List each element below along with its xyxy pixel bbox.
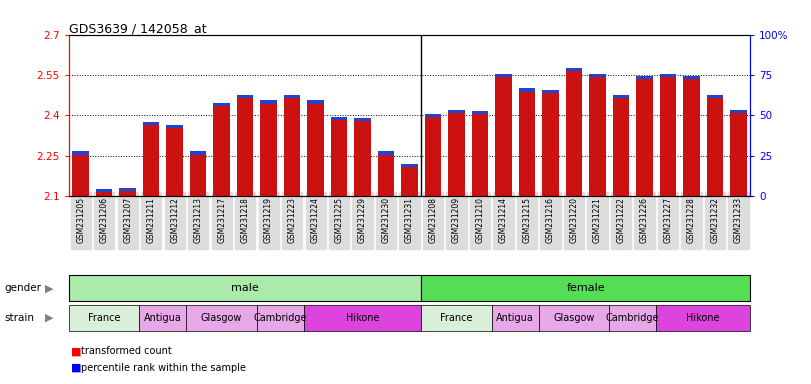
Text: Antigua: Antigua: [144, 313, 182, 323]
Bar: [190, 152, 206, 196]
Bar: [730, 110, 747, 196]
Bar: [683, 76, 700, 196]
Bar: [307, 101, 324, 104]
Bar: [730, 110, 747, 113]
Bar: [637, 76, 653, 79]
Bar: [260, 101, 277, 104]
Bar: [472, 111, 488, 196]
Bar: [119, 188, 136, 191]
Bar: [119, 188, 136, 196]
Bar: [237, 95, 253, 196]
Text: Hikone: Hikone: [686, 313, 720, 323]
Bar: [519, 88, 535, 196]
Bar: [378, 152, 394, 155]
Bar: [354, 118, 371, 121]
Bar: [96, 189, 113, 196]
Bar: [683, 76, 700, 79]
Bar: [72, 152, 89, 155]
Text: ■: ■: [71, 363, 82, 373]
Bar: [190, 152, 206, 155]
Bar: [237, 95, 253, 98]
Text: France: France: [88, 313, 120, 323]
Bar: [331, 117, 347, 196]
Bar: [590, 74, 606, 196]
Bar: [425, 114, 441, 196]
Bar: [448, 110, 465, 196]
Bar: [659, 74, 676, 196]
Bar: [401, 164, 418, 196]
Bar: [378, 152, 394, 196]
Text: strain: strain: [4, 313, 34, 323]
Text: Glasgow: Glasgow: [201, 313, 242, 323]
Text: transformed count: transformed count: [81, 346, 172, 356]
Bar: [401, 164, 418, 167]
Text: ▶: ▶: [45, 283, 53, 293]
Text: GDS3639 / 142058_at: GDS3639 / 142058_at: [69, 22, 207, 35]
Bar: [213, 103, 230, 196]
Bar: [143, 122, 160, 125]
Bar: [613, 95, 629, 196]
Text: France: France: [440, 313, 473, 323]
Bar: [143, 122, 160, 196]
Bar: [284, 95, 300, 196]
Bar: [307, 101, 324, 196]
Bar: [566, 68, 582, 71]
Bar: [566, 68, 582, 196]
Bar: [543, 90, 559, 196]
Bar: [613, 95, 629, 98]
Bar: [331, 117, 347, 120]
Bar: [496, 74, 512, 196]
Bar: [590, 74, 606, 77]
Text: Antigua: Antigua: [496, 313, 534, 323]
Bar: [72, 152, 89, 196]
Bar: [284, 95, 300, 98]
Text: Cambridge: Cambridge: [606, 313, 659, 323]
Bar: [637, 76, 653, 196]
Bar: [706, 95, 723, 98]
Text: ▶: ▶: [45, 313, 53, 323]
Bar: [425, 114, 441, 117]
Bar: [496, 74, 512, 77]
Bar: [260, 101, 277, 196]
Bar: [706, 95, 723, 196]
Bar: [659, 74, 676, 77]
Bar: [96, 189, 113, 192]
Text: Glasgow: Glasgow: [553, 313, 594, 323]
Text: Cambridge: Cambridge: [254, 313, 307, 323]
Bar: [213, 103, 230, 106]
Bar: [166, 125, 182, 196]
Text: gender: gender: [4, 283, 41, 293]
Bar: [519, 88, 535, 91]
Bar: [448, 110, 465, 113]
Text: Hikone: Hikone: [345, 313, 380, 323]
Bar: [543, 90, 559, 93]
Text: ■: ■: [71, 346, 82, 356]
Text: percentile rank within the sample: percentile rank within the sample: [81, 363, 246, 373]
Text: male: male: [231, 283, 259, 293]
Bar: [472, 111, 488, 114]
Bar: [166, 125, 182, 128]
Text: female: female: [566, 283, 605, 293]
Bar: [354, 118, 371, 196]
